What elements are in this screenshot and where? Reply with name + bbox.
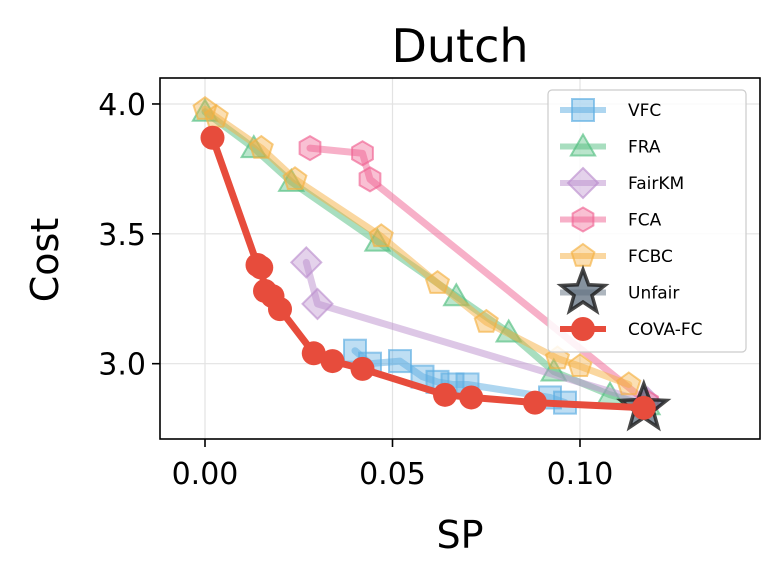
- axis-ticks: 0.00 0.05 0.10 3.0 3.5 4.0: [98, 88, 613, 492]
- series-cova-fc: [200, 125, 656, 420]
- legend-entry-fra: FRA: [560, 132, 661, 158]
- x-tick-label: 0.10: [547, 457, 614, 492]
- data-point-fcbc: [473, 308, 499, 333]
- y-tick-label: 3.5: [98, 218, 146, 253]
- legend-label: FRA: [628, 138, 661, 158]
- data-point-cova-fc: [459, 385, 484, 410]
- x-tick-label: 0.05: [359, 457, 426, 492]
- legend: VFC FRA FairKM FCA FCBC Unfair COVA-FC: [547, 89, 747, 353]
- legend-label: FCA: [628, 211, 662, 231]
- legend-marker: [571, 98, 595, 122]
- series-line-fca: [306, 144, 651, 407]
- data-point-cova-fc: [350, 356, 375, 381]
- legend-marker: [569, 132, 597, 157]
- series-fcbc: [192, 95, 642, 396]
- y-tick-label: 4.0: [98, 88, 146, 123]
- data-point-fcbc: [424, 269, 451, 294]
- legend-entry-unfair: Unfair: [556, 264, 679, 315]
- plot-series: [191, 95, 672, 432]
- data-point-fairkm: [301, 287, 334, 321]
- data-point-cova-fc: [301, 341, 326, 366]
- data-point-fcbc: [282, 166, 308, 190]
- legend-marker: [556, 264, 610, 315]
- data-point-fcbc: [616, 371, 642, 396]
- plot-frame: [159, 77, 761, 440]
- legend-entry-fca: FCA: [560, 206, 662, 233]
- y-axis-label: Cost: [23, 218, 67, 302]
- y-tick-label: 3.0: [98, 348, 146, 383]
- data-point-fca: [298, 134, 322, 162]
- legend-label: COVA-FC: [628, 320, 703, 340]
- legend-marker: [571, 206, 595, 233]
- data-point-fairkm: [289, 245, 323, 279]
- legend-label: VFC: [628, 101, 661, 121]
- data-point-cova-fc: [268, 297, 292, 322]
- data-point-vfc: [388, 349, 412, 374]
- legend-entry-cova-fc: COVA-FC: [560, 317, 703, 341]
- data-point-fcbc: [192, 95, 218, 120]
- legend-marker: [571, 317, 595, 341]
- data-point-fcbc: [248, 134, 274, 159]
- legend-label: Unfair: [628, 284, 679, 304]
- data-point-fca: [351, 140, 374, 167]
- data-point-cova-fc: [320, 349, 345, 374]
- x-tick-label: 0.00: [172, 457, 239, 492]
- legend-entry-vfc: VFC: [560, 98, 661, 122]
- data-point-fcbc: [368, 223, 394, 248]
- data-point-cova-fc: [631, 395, 656, 420]
- legend-label: FCBC: [628, 247, 673, 267]
- data-point-cova-fc: [249, 255, 274, 280]
- x-axis-label: SP: [436, 513, 483, 557]
- data-point-fcbc: [567, 353, 593, 377]
- legend-marker: [566, 166, 600, 200]
- legend-entry-fcbc: FCBC: [560, 242, 673, 267]
- legend-label: FairKM: [628, 174, 684, 194]
- data-point-cova-fc: [523, 390, 547, 415]
- series-line-fairkm: [302, 258, 651, 407]
- data-point-cova-fc: [200, 125, 225, 150]
- data-point-cova-fc: [433, 382, 457, 407]
- legend-entry-fairkm: FairKM: [560, 166, 684, 200]
- data-point-fca: [358, 166, 382, 193]
- chart-title: Dutch: [391, 19, 528, 73]
